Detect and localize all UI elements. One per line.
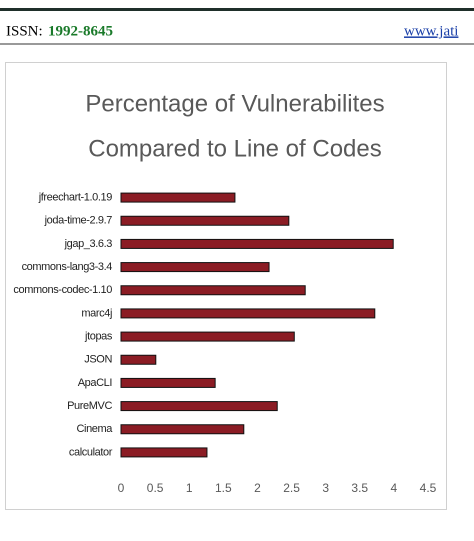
bar — [120, 238, 394, 249]
issn: 1992-8645 — [48, 23, 113, 39]
bar — [120, 447, 208, 458]
bar — [120, 377, 216, 388]
bar — [120, 308, 376, 319]
y-tick-label: marc4j — [81, 307, 112, 319]
bar — [120, 215, 290, 226]
x-tick-label: 2.5 — [283, 481, 300, 495]
url[interactable]: www.jati — [404, 23, 458, 39]
x-tick-label: 0 — [118, 481, 125, 495]
chart-title: Compared to Line of Codes — [88, 135, 382, 162]
y-tick-label: ApaCLI — [78, 377, 113, 389]
y-tick-label: commons-lang3-3.4 — [22, 261, 113, 273]
bar — [120, 262, 270, 273]
y-tick-label: commons-codec-1.10 — [13, 284, 112, 296]
y-tick-label: jgap_3.6.3 — [64, 238, 113, 250]
x-tick-label: 4.5 — [420, 481, 437, 495]
y-tick-label: joda-time-2.9.7 — [44, 215, 113, 227]
bar — [120, 192, 236, 203]
issn-label: ISSN: — [6, 23, 43, 39]
bar — [120, 424, 245, 435]
x-tick-label: 4 — [391, 481, 398, 495]
bar — [120, 331, 295, 342]
x-tick-label: 1.5 — [215, 481, 232, 495]
y-tick-label: jfreechart-1.0.19 — [38, 191, 113, 203]
x-tick-label: 3 — [322, 481, 329, 495]
y-tick-label: calculator — [69, 446, 113, 458]
y-tick-label: PureMVC — [67, 400, 112, 412]
y-tick-label: jtopas — [84, 330, 113, 342]
x-tick-label: 0.5 — [147, 481, 164, 495]
bar — [120, 401, 278, 412]
y-tick-label: JSON — [84, 354, 112, 366]
chart-title: Percentage of Vulnerabilites — [85, 90, 384, 117]
x-tick-label: 2 — [254, 481, 261, 495]
y-tick-label: Cinema — [76, 423, 113, 435]
bar — [120, 354, 157, 365]
header-rule — [0, 8, 474, 11]
x-tick-label: 3.5 — [351, 481, 368, 495]
x-tick-label: 1 — [186, 481, 193, 495]
bar — [120, 285, 306, 296]
